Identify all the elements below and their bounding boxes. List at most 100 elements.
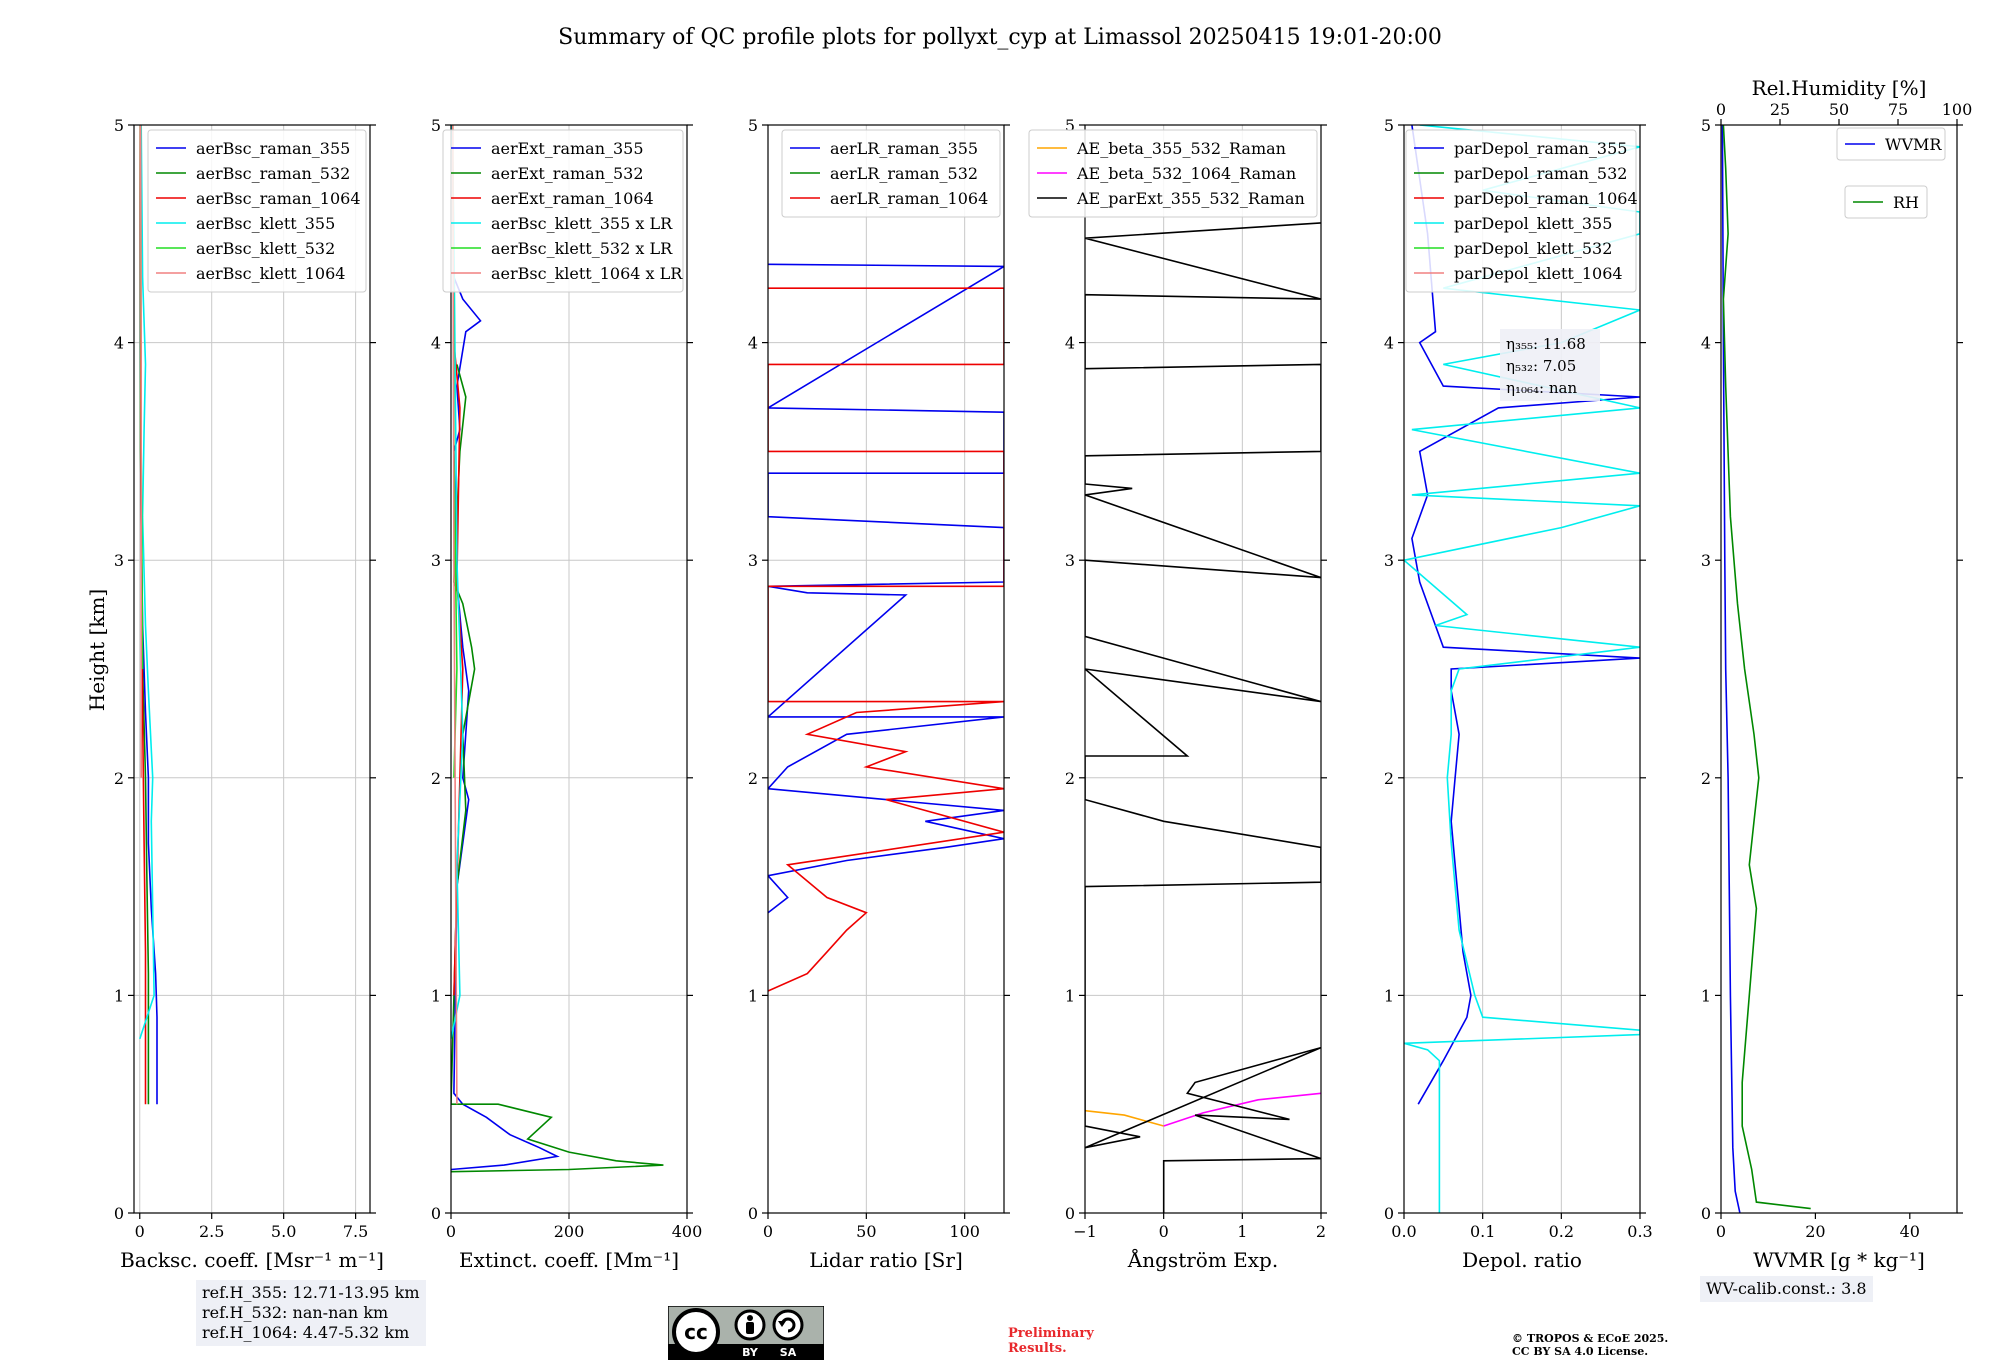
y-tick-label: 3	[114, 551, 124, 570]
x-tick-label: 7.5	[343, 1222, 368, 1241]
y-tick-label: 3	[1384, 551, 1394, 570]
preliminary-line-1: Preliminary	[1008, 1326, 1094, 1341]
legend-label: parDepol_klett_355	[1454, 214, 1612, 233]
top-x-tick-label: 100	[1942, 100, 1973, 119]
x-tick-label: 2.5	[199, 1222, 224, 1241]
y-tick-label: 5	[431, 116, 441, 135]
x-tick-label: 50	[856, 1222, 876, 1241]
legend-label: WVMR	[1885, 135, 1942, 154]
y-tick-label: 1	[748, 986, 758, 1005]
top-x-tick-label: 0	[1716, 100, 1726, 119]
legend-label: aerBsc_klett_355 x LR	[491, 214, 673, 233]
cc-by-sa-badge: cc BY SA	[668, 1306, 824, 1360]
legend-label: parDepol_raman_1064	[1454, 189, 1638, 208]
eta-annotation: η₃₅₅: 11.68 η₅₃₂: 7.05 η₁₀₆₄: nan	[1500, 329, 1600, 401]
x-tick-label: 5.0	[271, 1222, 296, 1241]
legend-label: aerBsc_klett_532 x LR	[491, 239, 673, 258]
copyright-line-1: © TROPOS & ECoE 2025.	[1512, 1332, 1669, 1345]
x-axis-label: Depol. ratio	[1462, 1248, 1582, 1272]
sa-share-icon	[772, 1309, 804, 1341]
series-line-AE_beta_532_1064_Raman	[1163, 1092, 1321, 1127]
x-tick-label: 0	[1159, 1222, 1169, 1241]
panels: 0 2.5 5.0 7.5 0 1 2 3 4 5 Backsc. coeff. [Msr⁻¹ m⁻…	[114, 76, 1972, 1272]
legend-label: aerBsc_raman_532	[196, 164, 350, 183]
series-line-aerLR_raman_1064	[768, 287, 1004, 992]
y-tick-label: 0	[1065, 1204, 1075, 1223]
legend: AE_beta_355_532_Raman AE_beta_532_1064_Ra…	[1028, 129, 1318, 218]
eta-line: η₅₃₂: 7.05	[1506, 357, 1576, 375]
panel-2: 0 200 400 0 1 2 3 4 5 Extinct. coeff. [Mm⁻¹] aerEx…	[431, 116, 702, 1272]
cc-mark: cc	[684, 1320, 708, 1344]
x-tick-label: 2	[1316, 1222, 1326, 1241]
y-tick-label: 1	[114, 986, 124, 1005]
top-x-tick-label: 25	[1770, 100, 1790, 119]
y-tick-label: 1	[1384, 986, 1394, 1005]
x-tick-label: 1	[1237, 1222, 1247, 1241]
y-tick-label: 2	[1384, 769, 1394, 788]
legend-label: parDepol_klett_532	[1454, 239, 1612, 258]
y-tick-label: 5	[1065, 116, 1075, 135]
series-line-RH	[1722, 125, 1811, 1210]
x-axis-label: Lidar ratio [Sr]	[809, 1248, 963, 1272]
x-tick-label: −1	[1073, 1222, 1097, 1241]
x-axis-label: WVMR [g * kg⁻¹]	[1753, 1248, 1925, 1272]
y-tick-label: 5	[1384, 116, 1394, 135]
plot-frame	[1084, 124, 1322, 1214]
legend-label: aerExt_raman_355	[491, 139, 644, 158]
ref-height-1064: ref.H_1064: 4.47-5.32 km	[202, 1323, 410, 1342]
y-tick-label: 0	[1701, 1204, 1711, 1223]
legend-label: aerExt_raman_1064	[491, 189, 654, 208]
series-line-aerBsc_klett_355	[139, 125, 155, 1040]
y-tick-label: 2	[748, 769, 758, 788]
panel-3: 0 50 100 0 1 2 3 4 5 Lidar ratio [Sr] aerLR_raman_…	[748, 116, 1010, 1272]
cc-by-label: BY	[742, 1346, 759, 1359]
eta-line: η₃₅₅: 11.68	[1506, 335, 1586, 353]
legend-WVMR: WVMR	[1836, 127, 1946, 161]
legend-RH: RH	[1844, 185, 1928, 219]
y-tick-label: 0	[431, 1204, 441, 1223]
legend-label: aerLR_raman_532	[830, 164, 978, 183]
ref-height-532: ref.H_532: nan-nan km	[202, 1303, 389, 1322]
legend-label: aerBsc_klett_1064 x LR	[491, 264, 683, 283]
series-line-aerBsc_klett_1064	[139, 125, 142, 778]
legend-label: aerLR_raman_1064	[830, 189, 988, 208]
panel-1: 0 2.5 5.0 7.5 0 1 2 3 4 5 Backsc. coeff. [Msr⁻¹ m⁻…	[114, 116, 384, 1272]
x-tick-label: 400	[672, 1222, 703, 1241]
legend-label: AE_parExt_355_532_Raman	[1076, 189, 1305, 208]
series-line-WVMR	[1721, 125, 1741, 1213]
legend-label: RH	[1893, 193, 1919, 212]
series-line-aerBsc_klett_1064 x LR	[452, 125, 458, 1105]
ref-height-355: ref.H_355: 12.71-13.95 km	[202, 1283, 420, 1302]
panel-6: 0 20 40 0 1 2 3 4 5 WVMR [g * kg⁻¹] 0 25 50 75 100 Rel.…	[1701, 76, 1972, 1272]
copyright-line-2: CC BY SA 4.0 License.	[1512, 1345, 1649, 1358]
y-tick-label: 0	[1384, 1204, 1394, 1223]
legend: aerExt_raman_355 aerExt_raman_532 aerExt_r…	[442, 129, 684, 293]
legend: parDepol_raman_355 parDepol_raman_532 parD…	[1405, 129, 1638, 293]
y-tick-label: 2	[1701, 769, 1711, 788]
figure-title: Summary of QC profile plots for pollyxt_…	[558, 25, 1442, 50]
y-tick-label: 4	[431, 334, 441, 353]
y-tick-label: 0	[748, 1204, 758, 1223]
top-x-tick-label: 75	[1888, 100, 1908, 119]
plot-frame	[1720, 124, 1958, 1214]
y-tick-label: 3	[1701, 551, 1711, 570]
plot-frame	[133, 124, 371, 1214]
eta-line: η₁₀₆₄: nan	[1506, 379, 1577, 397]
x-tick-label: 0.1	[1470, 1222, 1495, 1241]
legend-label: aerBsc_raman_355	[196, 139, 350, 158]
y-axis-label: Height [km]	[85, 589, 109, 711]
x-tick-label: 0.3	[1627, 1222, 1652, 1241]
preliminary-line-2: Results.	[1008, 1341, 1067, 1356]
top-x-tick-label: 50	[1829, 100, 1849, 119]
y-tick-label: 4	[748, 334, 758, 353]
copyright-note: © TROPOS & ECoE 2025. CC BY SA 4.0 Licen…	[1512, 1332, 1668, 1358]
legend-label: aerBsc_klett_355	[196, 214, 335, 233]
cc-icon	[672, 1308, 720, 1356]
y-tick-label: 1	[1701, 986, 1711, 1005]
legend-label: aerExt_raman_532	[491, 164, 644, 183]
cc-sa-label: SA	[780, 1346, 797, 1359]
reference-height-box: ref.H_355: 12.71-13.95 km ref.H_532: nan…	[196, 1280, 426, 1346]
x-tick-label: 40	[1900, 1222, 1920, 1241]
y-tick-label: 5	[114, 116, 124, 135]
